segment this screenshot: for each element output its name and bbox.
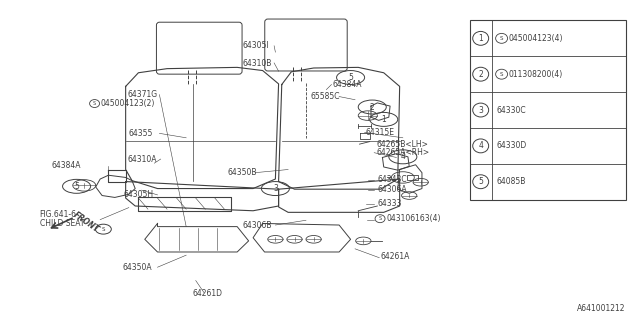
Text: 64265A<RH>: 64265A<RH> <box>376 148 429 157</box>
Text: 3: 3 <box>273 184 278 193</box>
Text: 045004123(2): 045004123(2) <box>100 99 155 108</box>
Text: S: S <box>102 227 105 232</box>
Text: 011308200(4): 011308200(4) <box>509 70 563 79</box>
Bar <box>406 175 418 180</box>
Text: 64333: 64333 <box>378 199 402 208</box>
Text: 64330D: 64330D <box>497 141 527 150</box>
Text: S: S <box>93 101 96 106</box>
Text: 64371G: 64371G <box>127 90 157 99</box>
Text: 043106163(4): 043106163(4) <box>386 214 440 223</box>
Text: 3: 3 <box>478 106 483 115</box>
Text: FIG.641-6: FIG.641-6 <box>40 210 77 219</box>
Text: A641001212: A641001212 <box>577 304 626 313</box>
Text: S: S <box>378 216 381 221</box>
Text: S: S <box>500 36 503 41</box>
Text: 64305H: 64305H <box>124 190 154 199</box>
Text: 64085B: 64085B <box>497 177 526 186</box>
Text: 64306B: 64306B <box>243 220 272 229</box>
Text: FRONT: FRONT <box>72 211 100 235</box>
Bar <box>470 20 626 200</box>
Text: 64310B: 64310B <box>243 59 271 68</box>
Text: 64306A: 64306A <box>378 185 407 194</box>
Text: 64330C: 64330C <box>497 106 526 115</box>
Text: 64350A: 64350A <box>122 263 152 272</box>
Text: 64355: 64355 <box>129 129 153 138</box>
Text: 64343C: 64343C <box>378 175 407 184</box>
Text: 64384A: 64384A <box>333 80 362 89</box>
Text: 64350B: 64350B <box>228 168 257 177</box>
Text: 64384A: 64384A <box>51 161 81 170</box>
Text: 64261D: 64261D <box>193 289 223 298</box>
Text: 64315E: 64315E <box>366 128 395 137</box>
Text: CHILD SEAT: CHILD SEAT <box>40 219 84 228</box>
Text: 64305I: 64305I <box>243 41 269 50</box>
Text: S: S <box>500 72 503 77</box>
Text: 4: 4 <box>478 141 483 150</box>
Text: 65585C: 65585C <box>310 92 340 101</box>
Text: 2: 2 <box>370 102 374 112</box>
Text: 1: 1 <box>381 115 386 124</box>
Text: 2: 2 <box>478 70 483 79</box>
Text: 1: 1 <box>478 34 483 43</box>
Text: 64310A: 64310A <box>127 155 157 164</box>
Text: 64261A: 64261A <box>381 252 410 261</box>
Text: 045004123(4): 045004123(4) <box>509 34 563 43</box>
Text: 5: 5 <box>74 182 79 191</box>
Text: 4: 4 <box>401 152 405 161</box>
Text: 5: 5 <box>478 177 483 186</box>
Text: 5: 5 <box>348 73 353 82</box>
Text: 64265B<LH>: 64265B<LH> <box>376 140 428 148</box>
